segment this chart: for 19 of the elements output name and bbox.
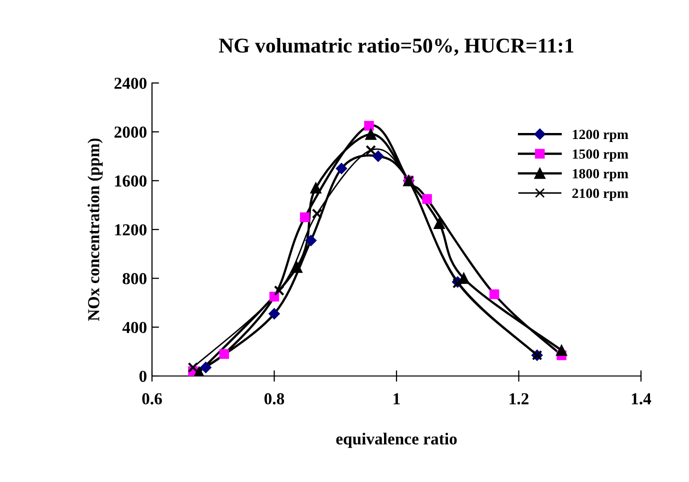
legend-label: 1500 rpm	[572, 149, 628, 162]
legend-label: 2100 rpm	[572, 188, 628, 201]
x-tick-label: 1.4	[632, 393, 652, 404]
y-tick-label: 2000	[114, 126, 147, 138]
x-tick-label: 1	[394, 393, 400, 404]
chart-title: NG volumatric ratio=50%, HUCR=11:1	[218, 38, 574, 56]
y-tick-label: 0	[139, 370, 147, 382]
y-tick-label: 400	[122, 322, 147, 334]
x-axis-title: equivalence ratio	[336, 432, 457, 448]
x-tick-label: 1.2	[510, 393, 528, 404]
y-axis-title: NOx concentration (ppm)	[88, 138, 103, 321]
legend-label: 1800 rpm	[572, 169, 628, 182]
legend-label: 1200 rpm	[572, 130, 628, 142]
x-tick-label: 0.6	[142, 393, 162, 404]
y-tick-label: 1200	[115, 224, 147, 236]
y-tick-label: 1600	[115, 175, 147, 187]
y-tick-label: 800	[122, 273, 147, 284]
y-tick-label: 2400	[114, 78, 147, 89]
x-tick-label: 0.8	[264, 393, 284, 404]
